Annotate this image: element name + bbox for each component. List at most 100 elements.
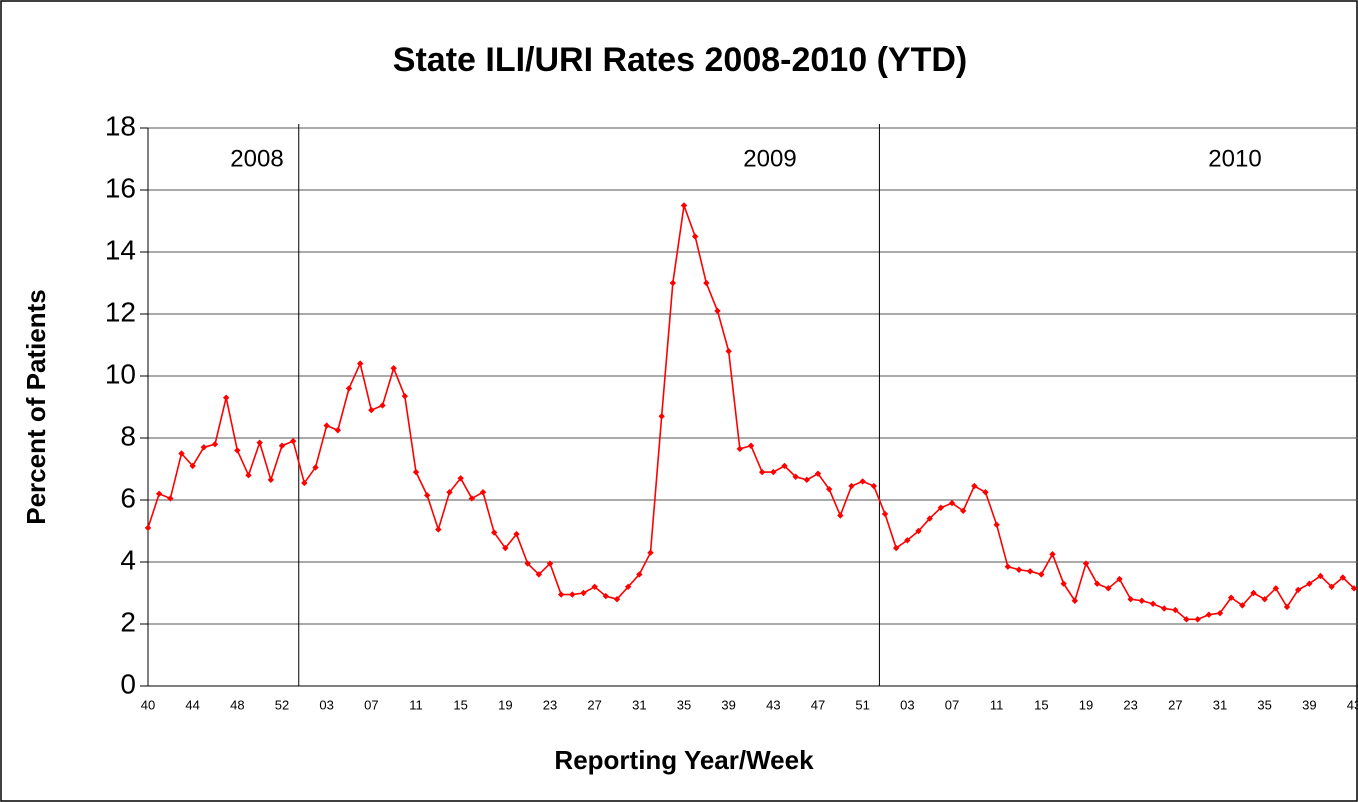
- data-point: [714, 307, 721, 315]
- data-point: [848, 482, 855, 490]
- data-point: [915, 527, 922, 535]
- data-point: [703, 279, 710, 287]
- data-point: [1004, 563, 1012, 570]
- data-point: [379, 402, 386, 409]
- chart-title: State ILI/URI Rates 2008-2010 (YTD): [393, 41, 967, 79]
- x-tick-label: 31: [632, 697, 646, 712]
- data-point: [222, 394, 230, 401]
- data-point: [1071, 597, 1079, 604]
- data-point: [747, 442, 755, 449]
- data-point: [736, 445, 744, 453]
- data-point: [647, 549, 654, 556]
- x-tick-label: 52: [275, 697, 289, 712]
- data-point: [1060, 580, 1067, 587]
- data-point: [680, 202, 688, 209]
- data-point: [401, 392, 409, 400]
- data-point: [770, 468, 777, 476]
- data-point: [312, 464, 319, 471]
- data-point: [613, 596, 621, 603]
- data-point: [781, 462, 788, 470]
- x-tick-label: 15: [453, 697, 467, 712]
- data-point: [1227, 594, 1235, 601]
- data-point: [524, 560, 531, 567]
- data-point: [1317, 572, 1324, 580]
- data-point: [1116, 575, 1123, 583]
- x-tick-label: 39: [721, 697, 735, 712]
- data-point: [1093, 580, 1101, 587]
- y-tick-label: 8: [120, 420, 136, 451]
- data-point: [982, 489, 989, 496]
- data-point: [636, 571, 643, 578]
- data-point: [289, 437, 297, 445]
- data-point: [602, 592, 610, 600]
- x-tick-label: 47: [811, 697, 825, 712]
- x-tick-label: 11: [990, 697, 1004, 712]
- data-point: [691, 233, 699, 240]
- data-point: [167, 495, 174, 502]
- x-tick-label: 07: [364, 697, 378, 712]
- data-point: [1172, 606, 1179, 614]
- x-tick-label: 31: [1213, 697, 1227, 712]
- x-tick-label: 03: [900, 697, 914, 712]
- data-point: [870, 482, 878, 490]
- year-label: 2009: [743, 145, 796, 172]
- data-point: [211, 441, 219, 448]
- data-point: [1149, 600, 1157, 608]
- data-point: [468, 495, 476, 502]
- x-tick-label: 23: [543, 697, 557, 712]
- data-point: [1194, 616, 1201, 623]
- data-point: [1272, 585, 1280, 592]
- data-point: [1160, 605, 1168, 612]
- y-tick-label: 2: [120, 606, 136, 637]
- data-point: [971, 482, 978, 490]
- x-tick-label: 15: [1034, 697, 1048, 712]
- data-point: [1183, 616, 1190, 623]
- data-point: [412, 468, 420, 476]
- data-point: [557, 591, 565, 598]
- data-point: [479, 489, 487, 496]
- x-tick-label: 35: [677, 697, 691, 712]
- y-tick-label: 16: [105, 172, 136, 203]
- y-tick-label: 6: [120, 482, 136, 513]
- x-tick-label: 07: [945, 697, 959, 712]
- data-point: [792, 473, 799, 480]
- data-point: [490, 529, 498, 536]
- data-point: [446, 489, 453, 496]
- data-point: [178, 450, 185, 457]
- x-tick-label: 19: [498, 697, 512, 712]
- y-tick-label: 4: [120, 544, 136, 575]
- data-point: [1105, 585, 1112, 592]
- x-tick-label: 11: [409, 697, 423, 712]
- y-tick-label: 14: [105, 234, 136, 265]
- data-point: [959, 507, 967, 515]
- year-label: 2010: [1208, 145, 1261, 172]
- data-point: [1216, 609, 1224, 617]
- x-tick-label: 40: [141, 697, 155, 712]
- data-point: [1015, 566, 1023, 573]
- data-point: [368, 406, 375, 414]
- y-tick-label: 10: [105, 358, 136, 389]
- data-point: [881, 510, 889, 518]
- data-point: [1261, 596, 1268, 603]
- data-point: [356, 360, 364, 367]
- data-point: [658, 413, 665, 420]
- data-point: [457, 475, 464, 482]
- data-point: [1138, 597, 1146, 604]
- data-point: [278, 442, 286, 449]
- data-point: [669, 279, 677, 287]
- data-point: [1205, 611, 1213, 618]
- data-point: [267, 476, 275, 484]
- data-point: [1038, 571, 1045, 578]
- x-tick-label: 39: [1302, 697, 1316, 712]
- data-point: [301, 479, 308, 487]
- data-point: [435, 526, 442, 533]
- y-tick-label: 12: [105, 296, 136, 327]
- x-tick-label: 35: [1257, 697, 1271, 712]
- data-point: [1082, 560, 1090, 567]
- x-tick-label: 27: [587, 697, 601, 712]
- data-point: [892, 544, 900, 552]
- data-point: [546, 560, 554, 567]
